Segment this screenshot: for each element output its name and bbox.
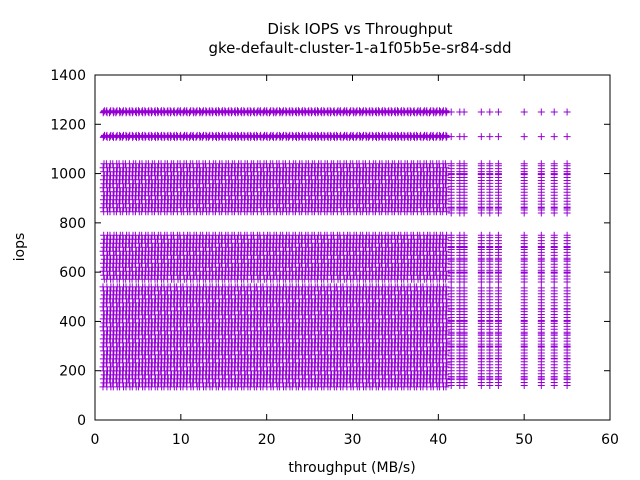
y-axis-label: iops: [12, 233, 28, 262]
x-tick-label: 20: [258, 432, 276, 448]
x-tick-label: 60: [601, 432, 619, 448]
data-points: [99, 107, 571, 391]
y-tick-label: 1200: [50, 117, 86, 133]
y-tick-label: 1000: [50, 167, 86, 183]
x-tick-label: 30: [344, 432, 362, 448]
y-tick-label: 600: [59, 265, 86, 281]
data-sparse-columns: [447, 108, 571, 389]
y-tick-label: 0: [77, 413, 86, 429]
chart-subtitle: gke-default-cluster-1-a1f05b5e-sr84-sdd: [208, 39, 511, 57]
data-band: [99, 160, 451, 216]
data-band: [99, 231, 451, 283]
y-tick-label: 400: [59, 314, 86, 330]
x-axis-label: throughput (MB/s): [288, 460, 415, 476]
x-tick-label: 10: [172, 432, 190, 448]
axis-ticks: [94, 74, 611, 421]
data-band: [99, 107, 451, 117]
x-tick-label: 0: [91, 432, 100, 448]
chart-title: Disk IOPS vs Throughput: [267, 20, 452, 38]
y-tick-label: 1400: [50, 68, 86, 84]
x-tick-label: 40: [429, 432, 447, 448]
data-band: [99, 283, 451, 391]
y-tick-label: 800: [59, 216, 86, 232]
y-tick-label: 200: [59, 364, 86, 380]
data-band: [99, 131, 451, 141]
x-tick-label: 50: [515, 432, 533, 448]
